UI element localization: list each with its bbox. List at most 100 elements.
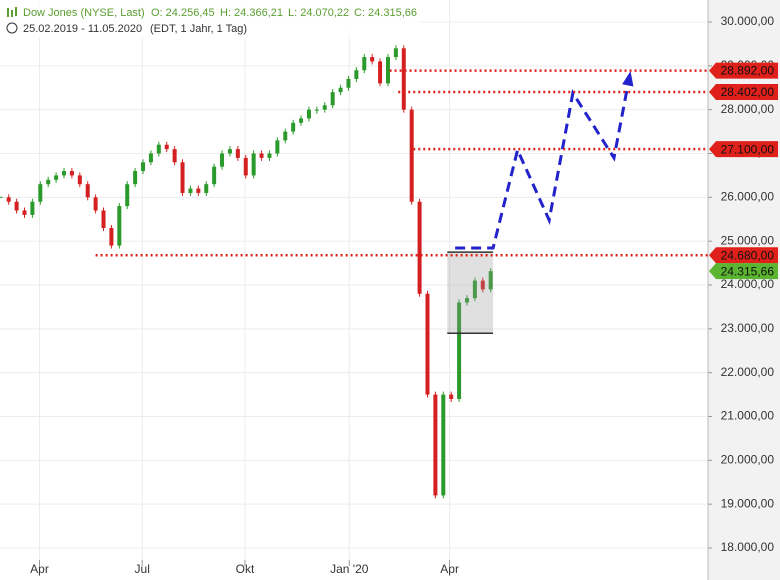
x-tick-label: Jul (135, 562, 150, 576)
candle (425, 293, 430, 395)
candle (378, 61, 383, 84)
candle (314, 109, 319, 111)
level-label: 27.100,00 (721, 142, 775, 156)
candle (172, 149, 177, 163)
candle (401, 48, 406, 110)
y-tick-label: 21.000,00 (721, 409, 775, 423)
candle (488, 271, 493, 290)
candle (275, 140, 280, 154)
candle (38, 184, 43, 202)
candle (77, 175, 82, 185)
y-tick-label: 25.000,00 (721, 233, 775, 247)
candle (188, 188, 193, 193)
projection-line (455, 74, 632, 250)
candle (449, 394, 454, 399)
candle (117, 206, 122, 246)
candle (354, 70, 359, 79)
candle (6, 197, 11, 202)
candle (180, 162, 185, 193)
candle (156, 144, 161, 154)
y-tick-label: 19.000,00 (721, 496, 775, 510)
candle (85, 184, 90, 198)
candle (464, 298, 469, 303)
candle (259, 153, 264, 158)
level-label: 24.680,00 (721, 248, 775, 262)
candle (22, 210, 27, 215)
candle (330, 92, 335, 106)
ohlc-low: L: 24.070,22 (288, 7, 349, 19)
header-icon (7, 7, 17, 17)
level-label-bg (709, 62, 778, 79)
candle (393, 48, 398, 58)
y-tick-label: 18.000,00 (721, 540, 775, 554)
candle (306, 109, 311, 119)
candle (125, 184, 130, 207)
candle (62, 171, 67, 176)
candle (346, 78, 351, 88)
candle (472, 280, 477, 299)
candle (370, 57, 375, 62)
candle (441, 394, 446, 496)
candle (417, 201, 422, 294)
candle (409, 109, 414, 202)
candle (227, 149, 232, 154)
last-price-label: 24.315,66 (721, 264, 775, 278)
projection-arrow (622, 71, 634, 87)
level-label: 28.402,00 (721, 85, 775, 99)
candle (30, 201, 35, 215)
overlay: 28.892,00 28.402,00 27.100,00 24.680,00 24.3… (95, 62, 778, 334)
y-tick-label: 26.000,00 (721, 190, 775, 204)
x-tick-label: Apr (440, 562, 459, 576)
candle (148, 153, 153, 163)
level-label-bg (709, 247, 778, 264)
candle (164, 144, 169, 150)
candle (267, 153, 272, 158)
x-tick-label: Jan '20 (330, 562, 369, 576)
subtitle: 25.02.2019 - 11.05.2020 (23, 23, 142, 35)
candle (457, 302, 462, 399)
ohlc-close: C: 24.315,66 (354, 7, 417, 19)
subtitle-note: (EDT, 1 Jahr, 1 Tag) (150, 23, 247, 35)
candle (109, 228, 114, 246)
candle (212, 166, 217, 185)
candle (385, 57, 390, 84)
ohlc-high: H: 24.366,21 (220, 7, 283, 19)
chart-title: Dow Jones (NYSE, Last) (23, 7, 145, 19)
y-tick-label: 23.000,00 (721, 321, 775, 335)
level-label-bg (709, 84, 778, 101)
candle (204, 184, 209, 193)
range-box (447, 252, 494, 334)
y-tick-label: 22.000,00 (721, 365, 775, 379)
candle (243, 157, 248, 176)
candle (220, 153, 225, 167)
candle (362, 57, 367, 71)
marks (0, 45, 493, 499)
x-tick-label: Apr (30, 562, 49, 576)
candle (338, 87, 343, 93)
header-bg (0, 0, 420, 38)
candle (433, 394, 438, 496)
y-tick-label: 20.000,00 (721, 453, 775, 467)
y-tick-label: 30.000,00 (721, 14, 775, 28)
candle (14, 201, 19, 211)
candle (235, 149, 240, 158)
candle (322, 105, 327, 110)
candle (133, 171, 138, 185)
candle (141, 162, 146, 172)
last-price-label-bg (709, 263, 778, 280)
candle (46, 179, 51, 185)
candle (251, 153, 256, 176)
candle (299, 118, 304, 123)
candle (196, 188, 201, 193)
candle (93, 197, 98, 211)
candle (69, 171, 74, 176)
x-tick-label: Okt (236, 562, 255, 576)
level-label: 28.892,00 (721, 64, 775, 78)
candle (291, 122, 296, 132)
y-tick-label: 24.000,00 (721, 277, 775, 291)
candle (480, 280, 485, 290)
candle (283, 131, 288, 141)
ohlc-open: O: 24.256,45 (151, 7, 215, 19)
